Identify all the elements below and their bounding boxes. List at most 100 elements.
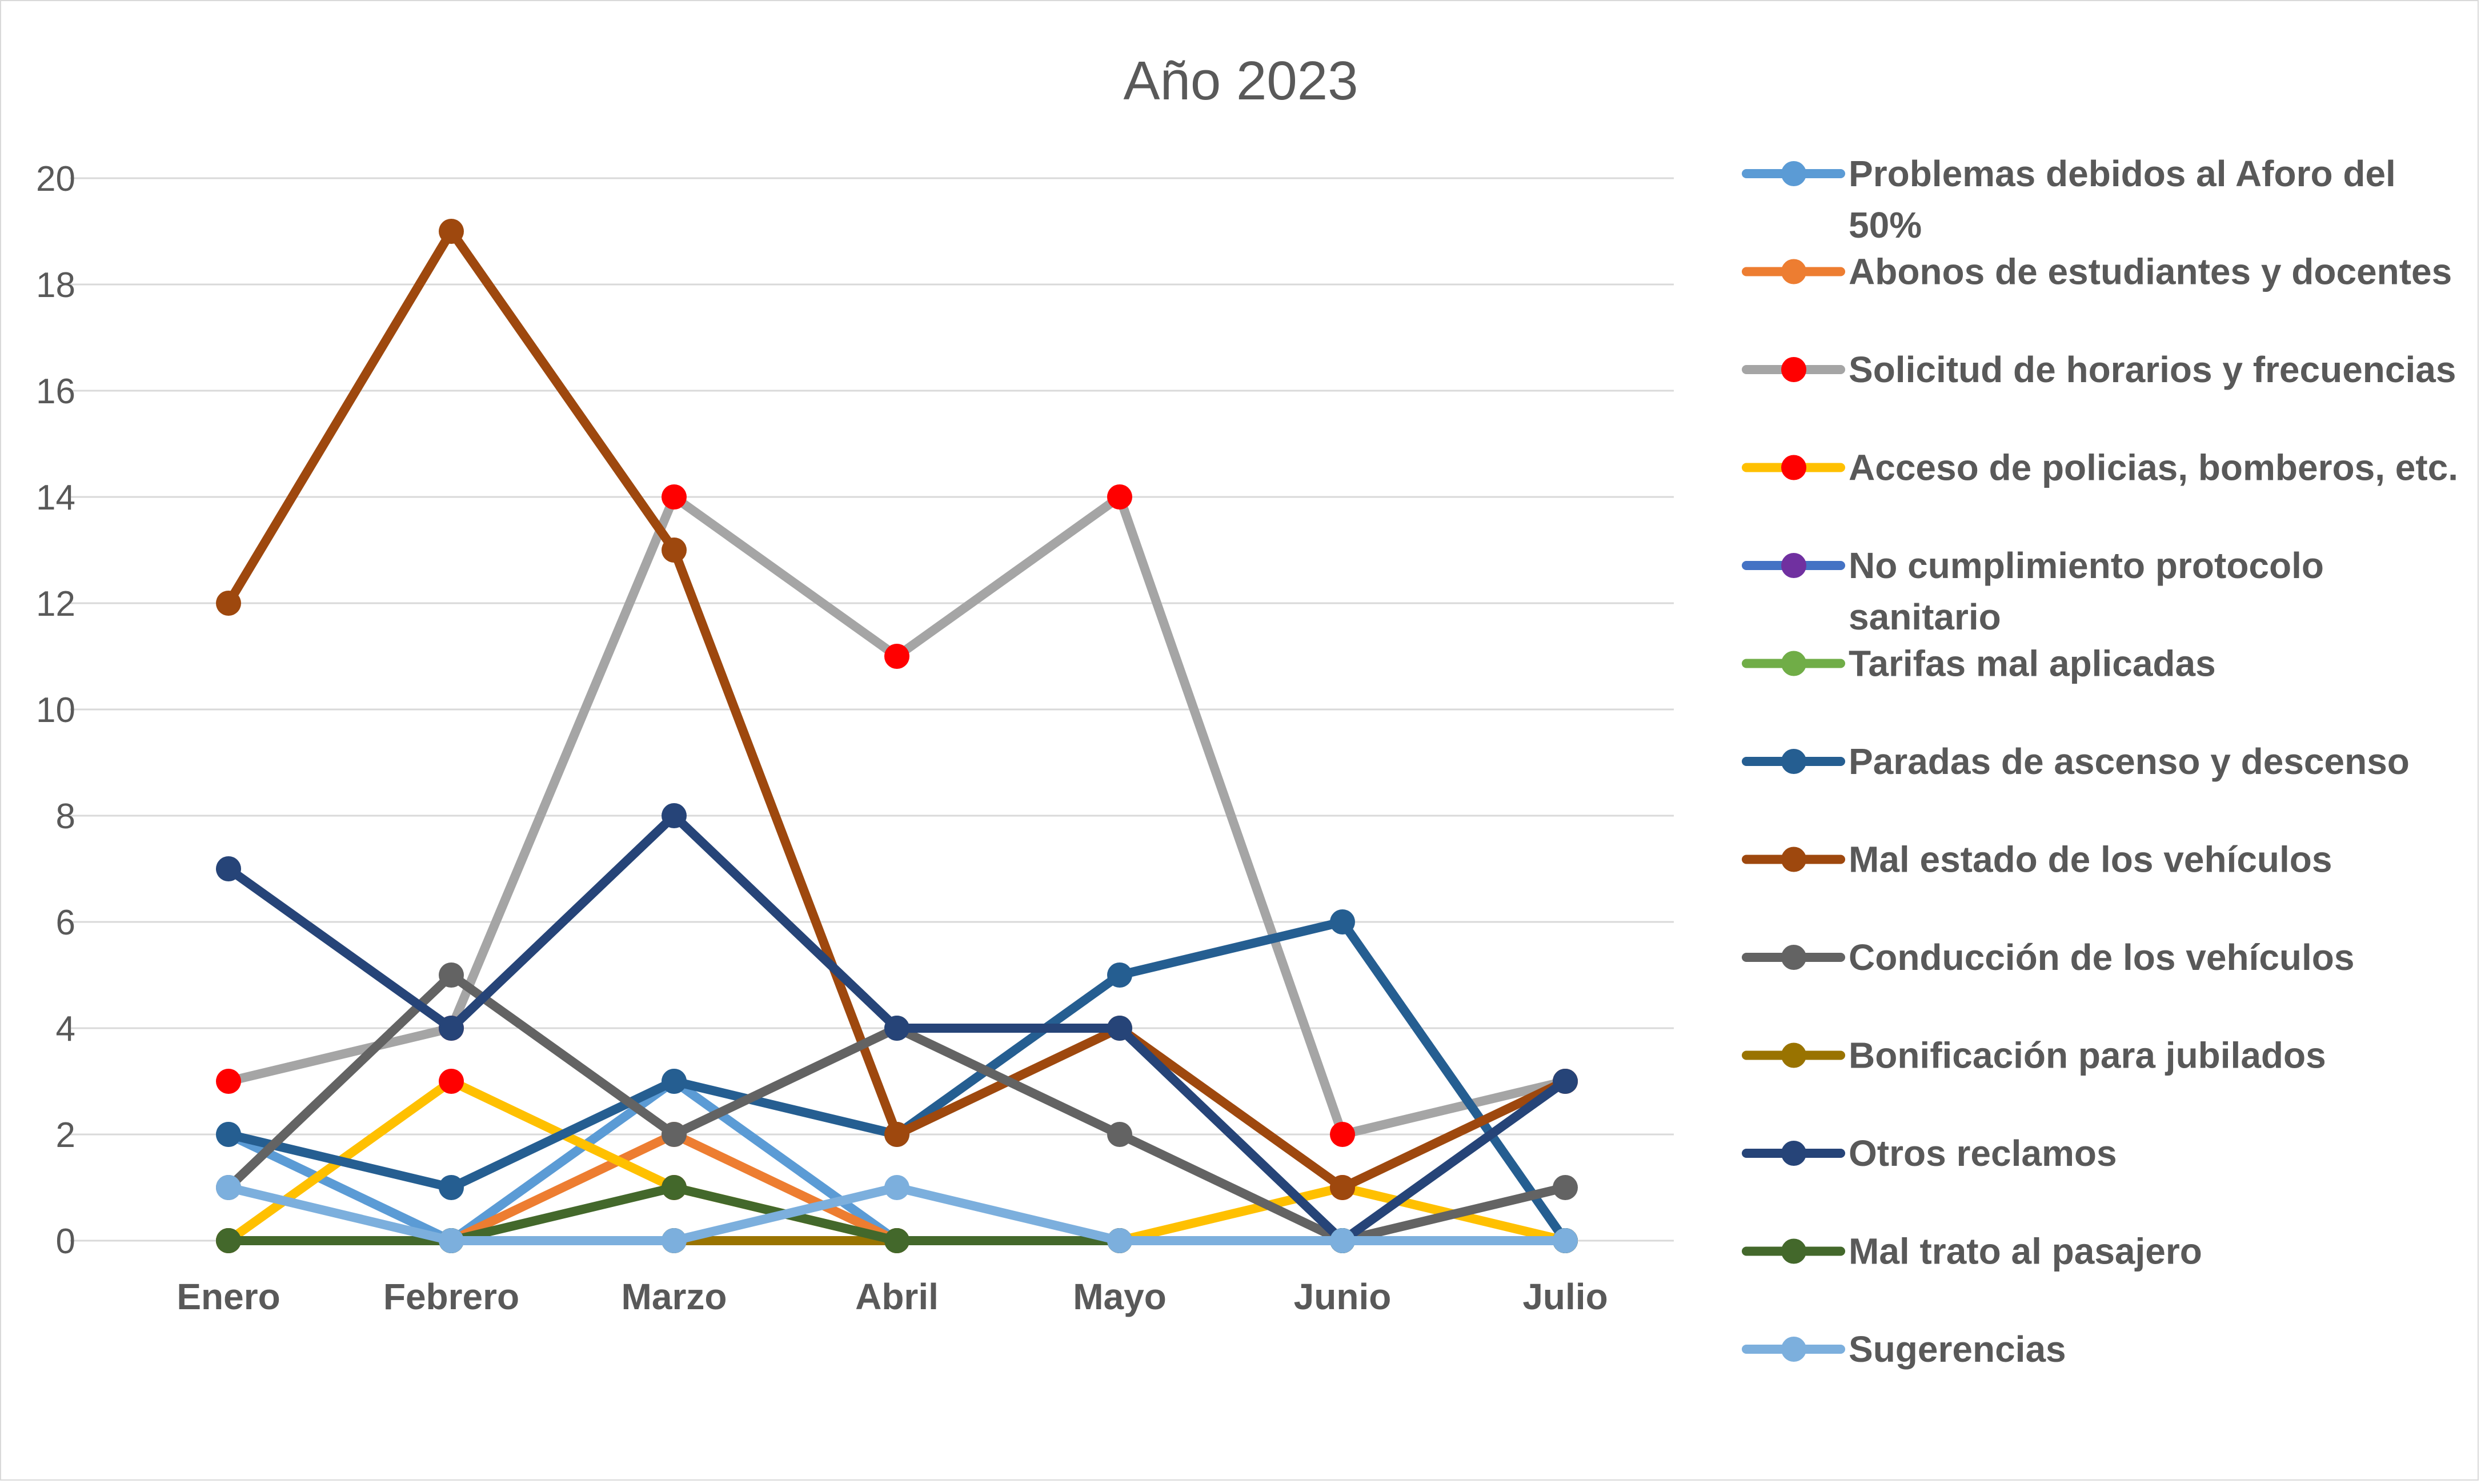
x-tick-label: Junio: [1294, 1276, 1392, 1317]
data-point: [662, 1069, 687, 1094]
data-point: [1330, 1122, 1355, 1147]
y-tick-label: 8: [56, 797, 75, 836]
data-point: [1553, 1175, 1578, 1200]
y-tick-label: 16: [36, 372, 75, 411]
gridlines: [70, 177, 1674, 1242]
legend-item: No cumplimiento protocolo sanitario: [1742, 545, 2324, 637]
y-tick-label: 18: [36, 266, 75, 305]
plot-area: [216, 219, 1578, 1253]
data-point: [1330, 909, 1355, 934]
data-point: [884, 1175, 909, 1200]
legend-item: Conducción de los vehículos: [1742, 937, 2354, 978]
y-tick-label: 0: [56, 1222, 75, 1261]
data-point: [439, 1016, 464, 1041]
legend-label: Mal trato al pasajero: [1849, 1231, 2202, 1272]
legend-swatch-marker: [1781, 161, 1806, 186]
legend-swatch-marker: [1781, 847, 1806, 872]
x-tick-label: Julio: [1522, 1276, 1608, 1317]
data-point: [1107, 484, 1132, 510]
legend-item: Solicitud de horarios y frecuencias: [1742, 349, 2456, 390]
legend-swatch-marker: [1781, 357, 1806, 382]
x-tick-label: Enero: [177, 1276, 280, 1317]
data-point: [439, 1069, 464, 1094]
data-point: [662, 484, 687, 510]
legend-swatch-marker: [1781, 749, 1806, 774]
data-point: [884, 644, 909, 669]
data-point: [1107, 1122, 1132, 1147]
legend-label: Mal estado de los vehículos: [1849, 839, 2332, 880]
y-tick-label: 6: [56, 903, 75, 942]
data-point: [439, 962, 464, 988]
series-6: [216, 909, 1578, 1253]
data-point: [1330, 1175, 1355, 1200]
x-tick-label: Marzo: [622, 1276, 727, 1317]
legend-item: Otros reclamos: [1742, 1133, 2117, 1174]
data-point: [662, 1175, 687, 1200]
legend-swatch-marker: [1781, 1042, 1806, 1068]
data-point: [884, 1228, 909, 1253]
data-point: [884, 1016, 909, 1041]
legend-label: Abonos de estudiantes y docentes: [1849, 251, 2452, 292]
data-point: [1553, 1228, 1578, 1253]
data-point: [1330, 1228, 1355, 1253]
legend-label: Sugerencias: [1849, 1329, 2066, 1370]
legend-label: Conducción de los vehículos: [1849, 937, 2354, 978]
y-tick-label: 4: [56, 1009, 75, 1049]
data-point: [662, 538, 687, 563]
data-point: [662, 803, 687, 828]
legend-label: Otros reclamos: [1849, 1133, 2117, 1174]
legend-item: Mal estado de los vehículos: [1742, 839, 2332, 880]
series-line: [224, 1077, 1570, 1245]
data-point: [216, 591, 241, 616]
series-line: [224, 1077, 1570, 1245]
data-point: [1107, 1228, 1132, 1253]
data-point: [1107, 962, 1132, 988]
legend-label: Solicitud de horarios y frecuencias: [1849, 349, 2456, 390]
y-tick-label: 10: [36, 691, 75, 730]
data-point: [216, 856, 241, 881]
legend-item: Sugerencias: [1742, 1329, 2066, 1370]
x-axis-ticks: Enero Febrero Marzo Abril Mayo Junio Julio: [177, 1276, 1608, 1317]
legend-item: Problemas debidos al Aforo del 50%: [1742, 153, 2396, 246]
legend-label: 50%: [1849, 204, 1922, 246]
data-point: [216, 1122, 241, 1147]
legend-swatch-marker: [1781, 1141, 1806, 1166]
legend-swatch-marker: [1781, 1238, 1806, 1264]
chart-title: Año 2023: [1123, 50, 1358, 111]
legend-swatch-marker: [1781, 945, 1806, 970]
legend-swatch-marker: [1781, 1337, 1806, 1362]
data-point: [439, 1175, 464, 1200]
x-tick-label: Abril: [855, 1276, 939, 1317]
y-tick-label: 20: [36, 159, 75, 199]
y-axis-ticks: 0 2 4 6 8 10 12 14 16 18 20: [36, 159, 75, 1261]
legend: Problemas debidos al Aforo del 50% Abonos …: [1742, 153, 2458, 1370]
y-tick-label: 12: [36, 584, 75, 624]
series-0: [216, 1069, 1578, 1253]
x-tick-label: Febrero: [383, 1276, 519, 1317]
legend-item: Mal trato al pasajero: [1742, 1231, 2202, 1272]
legend-label: Problemas debidos al Aforo del: [1849, 153, 2396, 194]
data-point: [1107, 1016, 1132, 1041]
y-tick-label: 14: [36, 478, 75, 518]
legend-swatch-marker: [1781, 455, 1806, 480]
legend-swatch-marker: [1781, 553, 1806, 578]
data-point: [662, 1122, 687, 1147]
y-tick-label: 2: [56, 1116, 75, 1155]
data-point: [1553, 1069, 1578, 1094]
data-point: [216, 1069, 241, 1094]
legend-item: Acceso de policias, bomberos, etc.: [1742, 447, 2458, 488]
x-tick-label: Mayo: [1073, 1276, 1167, 1317]
series-12: [216, 1175, 1578, 1253]
legend-label: No cumplimiento protocolo: [1849, 545, 2324, 586]
data-point: [439, 219, 464, 244]
legend-swatch-marker: [1781, 651, 1806, 676]
legend-label: Paradas de ascenso y descenso: [1849, 741, 2410, 782]
data-point: [884, 1122, 909, 1147]
data-point: [216, 1228, 241, 1253]
legend-item: Tarifas mal aplicadas: [1742, 643, 2216, 684]
legend-item: Bonificación para jubilados: [1742, 1035, 2326, 1076]
data-point: [439, 1228, 464, 1253]
legend-label: sanitario: [1849, 596, 2001, 637]
